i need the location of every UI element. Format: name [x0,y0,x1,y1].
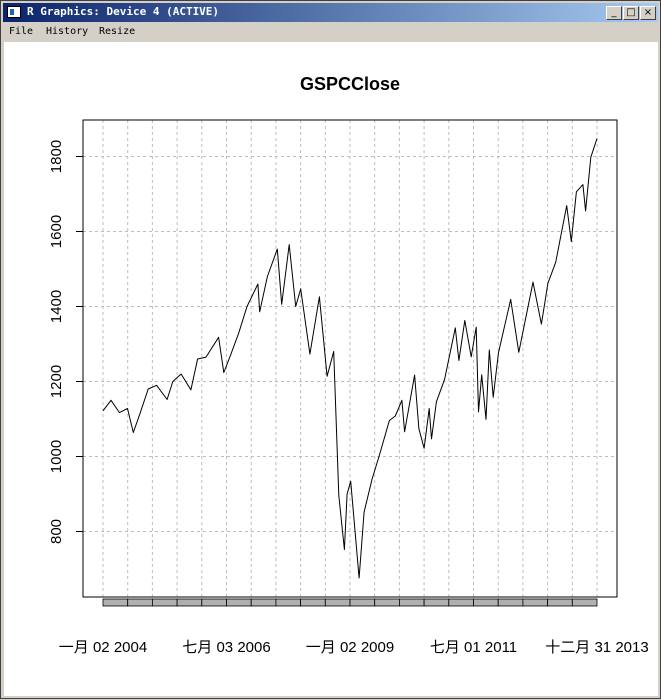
y-tick-label: 800 [48,519,65,544]
y-tick-label: 1000 [48,440,65,473]
y-tick-label: 1800 [48,140,65,173]
y-tick-label: 1600 [48,215,65,248]
x-axis-segment [571,598,598,607]
x-axis-segment [448,598,474,607]
chart-title: GSPCClose [300,74,400,94]
title-bar[interactable]: R Graphics: Device 4 (ACTIVE) _ □ × [3,3,658,22]
x-axis-segment [201,598,227,607]
app-icon [7,6,21,18]
menu-bar: File History Resize [3,23,658,41]
menu-resize[interactable]: Resize [99,26,136,37]
x-tick-label: 七月 03 2006 [182,639,270,656]
gspc-close-chart: GSPCClose 800 1000 1200 1400 1600 1800 一月 02 20… [48,74,649,656]
maximize-button[interactable]: □ [623,6,639,20]
plot-frame [82,119,618,598]
menu-history[interactable]: History [46,26,89,37]
x-axis-segment [547,598,573,607]
x-axis-segment [473,598,499,607]
x-axis-segment [398,598,425,607]
x-tick-label: 十二月 31 2013 [545,639,648,656]
x-axis-segment [151,598,178,607]
x-axis-segment [349,598,376,607]
x-tick-label: 一月 02 2009 [306,639,394,656]
close-button[interactable]: × [640,6,656,20]
x-axis-segment [226,598,252,607]
x-axis-segment [497,598,524,607]
window-title: R Graphics: Device 4 (ACTIVE) [27,5,220,18]
x-axis-segment [324,598,351,607]
y-tick-label: 1400 [48,290,65,323]
minimize-button[interactable]: _ [606,6,622,20]
plot-area: GSPCClose 800 1000 1200 1400 1600 1800 一月 02 20… [4,42,658,696]
series-line-gspc-close [102,138,598,579]
x-axis-segment [250,598,277,607]
y-tick-label: 1200 [48,365,65,398]
x-axis-segment [176,598,203,607]
x-axis-segment [423,598,450,607]
x-axis-segment [127,598,153,607]
x-axis-segment [300,598,326,607]
x-axis-segment [522,598,549,607]
x-axis-segment [374,598,400,607]
menu-file[interactable]: File [9,26,34,37]
x-tick-label: 七月 01 2011 [430,639,517,656]
x-axis-segment [275,598,301,607]
x-tick-label: 一月 02 2004 [59,639,147,656]
x-axis-segment [102,598,129,607]
